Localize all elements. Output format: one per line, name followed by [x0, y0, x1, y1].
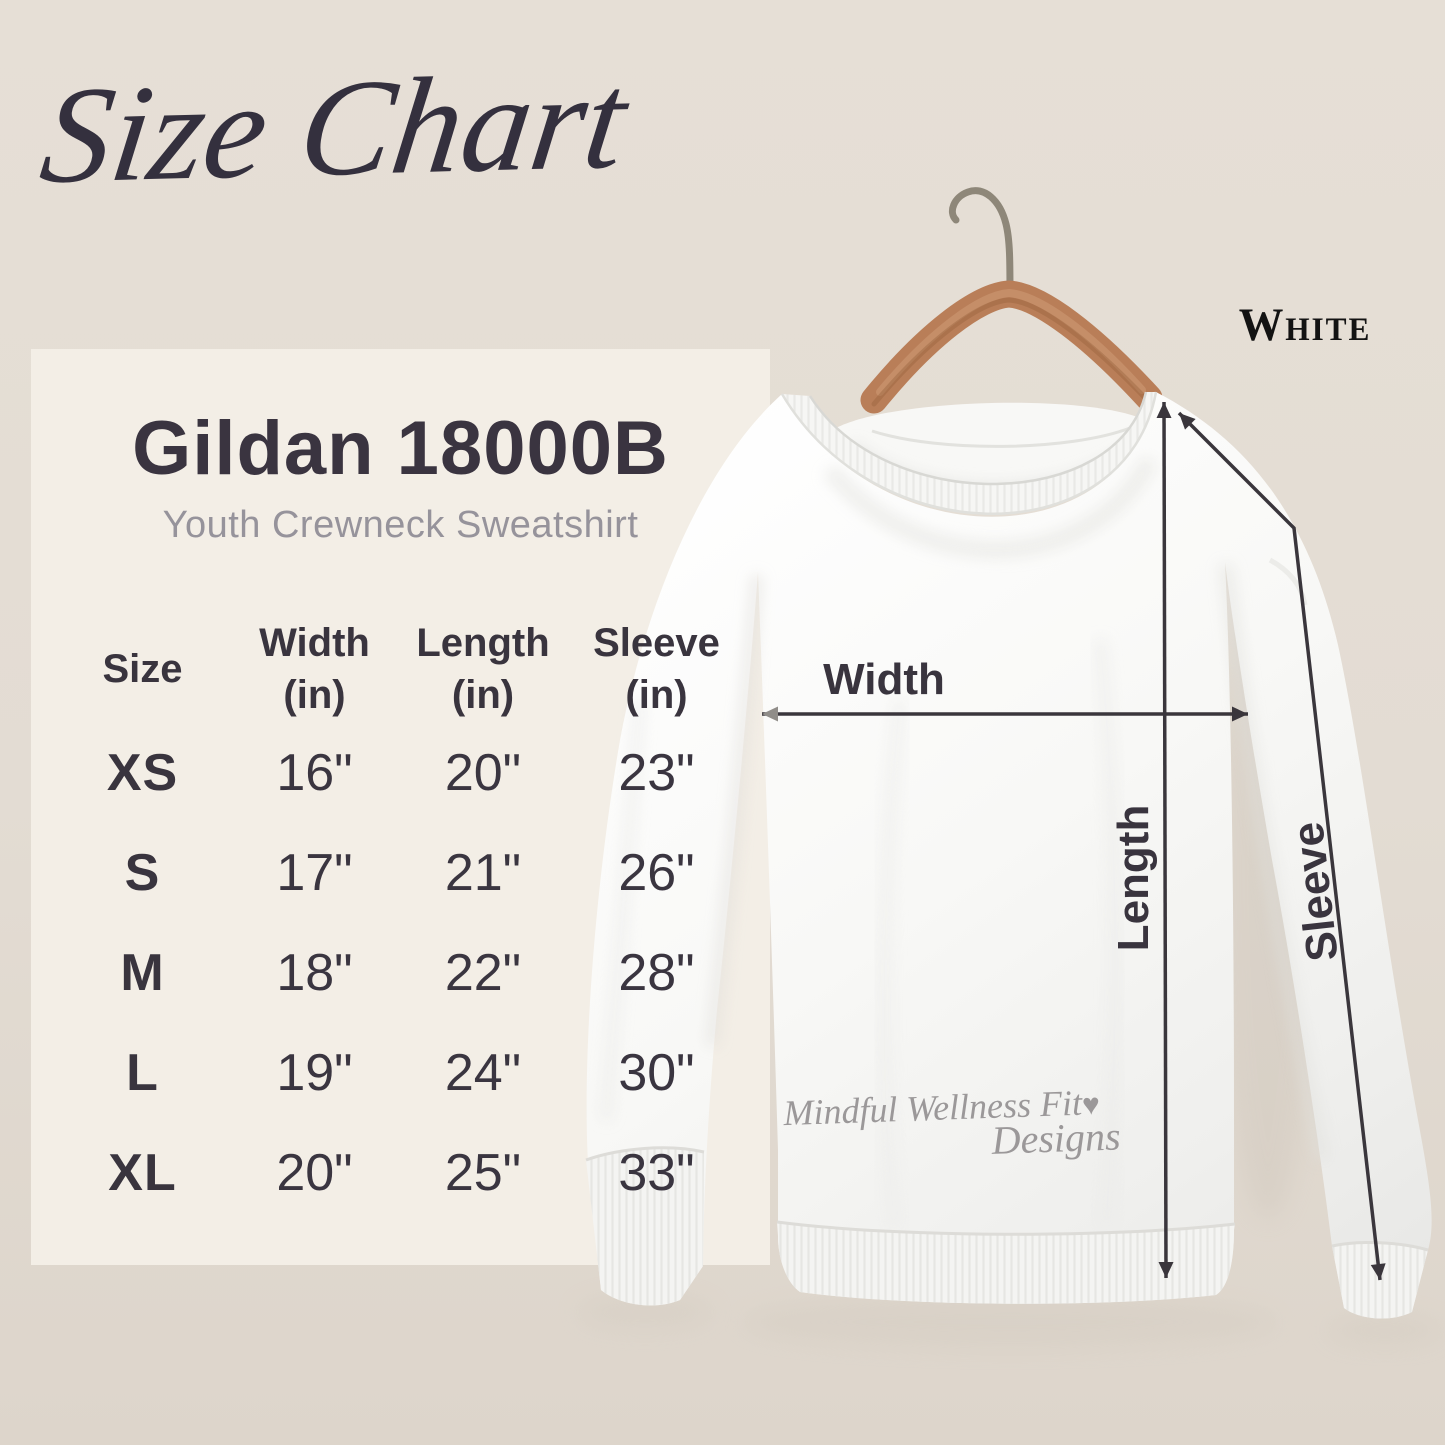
table-cell-length: 24" — [444, 1044, 522, 1102]
product-subtitle: Youth Crewneck Sweatshirt — [162, 504, 639, 546]
table-cell-length: 21" — [444, 844, 522, 902]
table-row-size: XS — [106, 744, 179, 802]
table-cell-width: 16" — [276, 744, 353, 802]
table-cell-width: 20" — [276, 1144, 353, 1202]
sweatshirt — [585, 391, 1432, 1319]
table-cell-width: 19" — [276, 1044, 353, 1102]
table-cell-sleeve: 33" — [618, 1144, 695, 1202]
table-cell-width: 18" — [276, 944, 353, 1002]
hem-band — [776, 1220, 1236, 1304]
table-row-size: M — [120, 944, 165, 1002]
table-cell-sleeve: 26" — [618, 844, 695, 902]
hanger-wood — [860, 280, 1163, 414]
table-row-size: L — [126, 1044, 159, 1102]
right-cuff — [1331, 1241, 1429, 1319]
size-table: Size Width (in) Length (in) Sleeve (in) … — [55, 615, 746, 1223]
table-cell-length: 25" — [444, 1144, 522, 1202]
left-cuff — [585, 1146, 705, 1306]
table-cell-sleeve: 23" — [618, 744, 695, 802]
table-row-size: XL — [108, 1144, 177, 1202]
column-header-size: Size — [102, 647, 183, 691]
hanger — [860, 187, 1163, 414]
hanger-hook — [949, 187, 1014, 302]
length-measure-label: Length — [1109, 805, 1158, 952]
table-row-size: S — [124, 844, 161, 902]
garment-color-label: White — [1238, 299, 1372, 351]
column-header-length: Length (in) — [416, 621, 550, 717]
column-header-width: Width (in) — [259, 621, 370, 717]
table-cell-sleeve: 28" — [618, 944, 695, 1002]
sleeve-arrow — [1177, 411, 1386, 1281]
watermark: Mindful Wellness Fit♥ Designs — [783, 1080, 1136, 1171]
width-arrow — [762, 706, 1248, 722]
product-name: Gildan 18000B — [132, 406, 669, 491]
collar-band — [780, 391, 1158, 515]
measurement-annotations: Width Length Sleeve — [762, 401, 1386, 1281]
table-cell-length: 22" — [444, 944, 522, 1002]
length-arrow — [1156, 401, 1174, 1279]
size-table-content: Gildan 18000B Youth Crewneck Sweatshirt … — [31, 349, 770, 1265]
table-cell-length: 20" — [444, 744, 522, 802]
column-header-sleeve: Sleeve (in) — [593, 621, 720, 717]
table-cell-width: 17" — [276, 844, 353, 902]
width-measure-label: Width — [823, 655, 945, 704]
table-cell-sleeve: 30" — [618, 1044, 695, 1102]
